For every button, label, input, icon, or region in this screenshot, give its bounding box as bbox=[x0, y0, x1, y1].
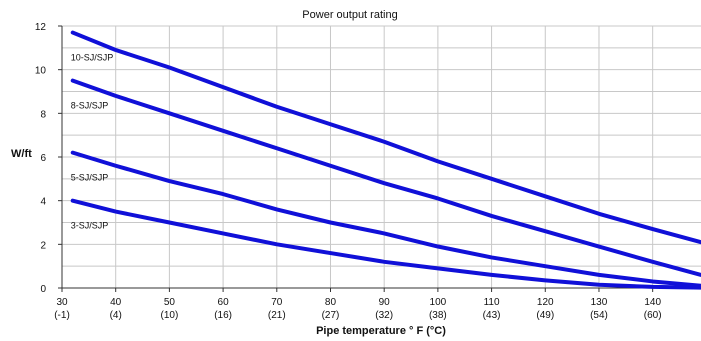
y-tick-label: 4 bbox=[40, 197, 46, 208]
x-tick-label: 140 bbox=[644, 297, 661, 308]
x-tick-label: 60 bbox=[218, 297, 230, 308]
x-tick-sublabel: (49) bbox=[536, 310, 554, 321]
series-line bbox=[70, 198, 701, 290]
series-label: 3-SJ/SJP bbox=[71, 221, 109, 231]
y-tick-label: 10 bbox=[35, 66, 47, 77]
x-tick-sublabel: (60) bbox=[644, 310, 662, 321]
y-tick-label: 12 bbox=[35, 22, 47, 33]
x-axis-label: Pipe temperature ° F (°C) bbox=[316, 325, 446, 337]
y-tick-label: 6 bbox=[40, 153, 46, 164]
series-line bbox=[70, 78, 701, 277]
series-line bbox=[70, 150, 701, 288]
y-tick-label: 8 bbox=[40, 109, 46, 120]
x-tick-sublabel: (32) bbox=[375, 310, 393, 321]
series-label: 5-SJ/SJP bbox=[71, 173, 109, 183]
axes: 0 2 4 6 8 10 12 30 (-1) 40 (4) 50 (10) 60 (16) 70 (21) 80… bbox=[35, 22, 701, 321]
chart-title: Power output rating bbox=[302, 9, 397, 21]
x-tick-sublabel: (43) bbox=[483, 310, 501, 321]
series-label: 10-SJ/SJP bbox=[71, 53, 114, 63]
x-tick-sublabel: (21) bbox=[268, 310, 286, 321]
series-line bbox=[70, 30, 701, 245]
x-tick-label: 50 bbox=[164, 297, 176, 308]
series-label: 8-SJ/SJP bbox=[71, 101, 109, 111]
x-tick-sublabel: (38) bbox=[429, 310, 447, 321]
y-tick-label: 2 bbox=[40, 240, 46, 251]
x-tick-label: 110 bbox=[484, 297, 500, 308]
y-tick-label: 0 bbox=[40, 284, 46, 295]
x-tick-sublabel: (16) bbox=[214, 310, 232, 321]
series-lines bbox=[70, 30, 701, 290]
x-tick-sublabel: (10) bbox=[160, 310, 178, 321]
series-labels: 10-SJ/SJP 8-SJ/SJP 5-SJ/SJP 3-SJ/SJP bbox=[71, 53, 114, 231]
x-tick-label: 80 bbox=[325, 297, 337, 308]
x-tick-sublabel: (4) bbox=[110, 310, 122, 321]
x-tick-sublabel: (54) bbox=[590, 310, 608, 321]
x-tick-label: 130 bbox=[591, 297, 608, 308]
x-tick-sublabel: (27) bbox=[322, 310, 340, 321]
x-tick-sublabel: (-1) bbox=[54, 310, 70, 321]
x-tick-label: 120 bbox=[537, 297, 554, 308]
x-tick-label: 30 bbox=[56, 297, 68, 308]
x-tick-label: 100 bbox=[430, 297, 447, 308]
x-tick-label: 40 bbox=[110, 297, 122, 308]
x-tick-label: 90 bbox=[379, 297, 391, 308]
x-tick-label: 70 bbox=[271, 297, 283, 308]
y-axis-label: W/ft bbox=[11, 148, 32, 160]
